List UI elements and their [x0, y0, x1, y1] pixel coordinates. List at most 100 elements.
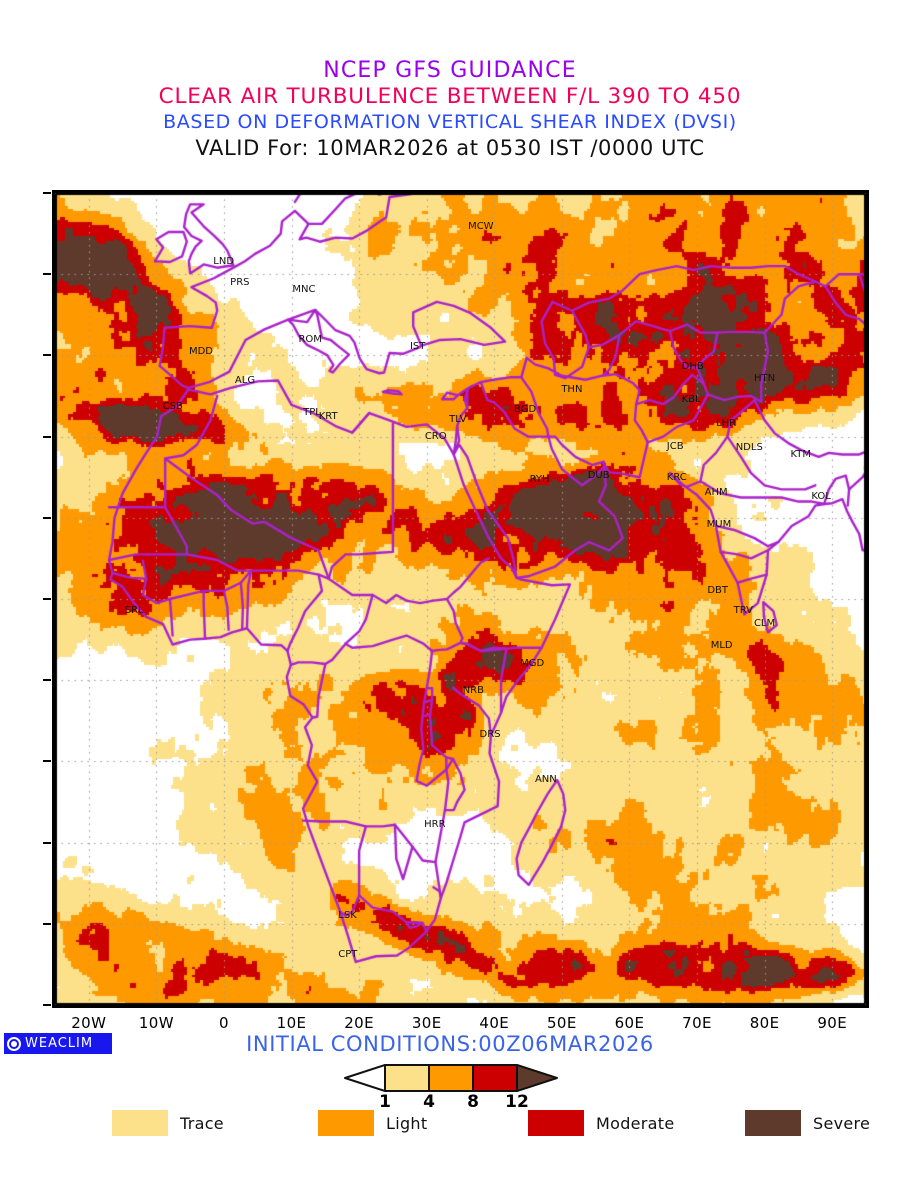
- x-tick-label: 20E: [344, 1014, 375, 1032]
- city-label-dbt: DBT: [707, 584, 728, 596]
- city-label-csb: CSB: [162, 401, 183, 413]
- legend-item-light: Light: [318, 1110, 427, 1136]
- colorbar-cell-2: [473, 1064, 517, 1092]
- y-tick-mark: [43, 841, 51, 844]
- city-label-htn: HTN: [753, 372, 776, 384]
- city-label-dhb: DHB: [681, 360, 704, 372]
- colorbar-cells: [343, 1064, 559, 1092]
- y-tick-mark: [43, 273, 51, 276]
- initial-conditions-label: INITIAL CONDITIONS:00Z06MAR2026: [246, 1032, 654, 1056]
- map-frame: MCW LND PRS MNC ROM MDD IST ALG CSB TPL KRT TLV BGD T…: [52, 190, 869, 1008]
- y-tick-mark: [43, 679, 51, 682]
- city-label-kbl: KBL: [681, 394, 701, 406]
- y-tick-mark: [43, 435, 51, 438]
- city-label-bgd: BGD: [514, 403, 537, 415]
- city-label-ahm: AHM: [704, 487, 728, 499]
- city-label-jcb: JCB: [666, 441, 684, 453]
- weaclim-logo[interactable]: WEACLIM: [4, 1033, 112, 1054]
- city-label-mgd: MGD: [520, 657, 545, 669]
- city-label-ann: ANN: [534, 774, 557, 786]
- city-label-mld: MLD: [710, 640, 733, 652]
- city-label-drs: DRS: [479, 729, 501, 741]
- city-label-rom: ROM: [298, 333, 322, 345]
- weaclim-circle-icon: [7, 1036, 21, 1051]
- x-tick-label: 60E: [614, 1014, 645, 1032]
- y-tick-mark: [43, 922, 51, 925]
- x-tick-label: 10W: [138, 1014, 174, 1032]
- city-label-cro: CRO: [424, 430, 447, 442]
- city-label-lhr: LHR: [716, 418, 737, 430]
- city-label-ktm: KTM: [790, 449, 811, 461]
- weaclim-logo-text: WEACLIM: [25, 1036, 94, 1051]
- city-label-clm: CLM: [753, 618, 776, 630]
- map-plot-area[interactable]: MCW LND PRS MNC ROM MDD IST ALG CSB TPL KRT TLV BGD T…: [52, 190, 869, 1008]
- colorbar-tick-1: 1: [379, 1092, 391, 1112]
- city-label-mdd: MDD: [188, 346, 213, 358]
- city-label-krt: KRT: [318, 411, 338, 423]
- city-label-dub: DUB: [587, 469, 610, 481]
- colorbar-tick-8: 8: [467, 1092, 479, 1112]
- city-label-ndls: NDLS: [735, 441, 763, 453]
- colorbar-ticks: 1 4 8 12: [379, 1092, 529, 1112]
- severity-legend: Trace Light Moderate Severe: [0, 1110, 900, 1140]
- city-label-cpt: CPT: [338, 949, 358, 961]
- colorbar: 1 4 8 12: [343, 1064, 559, 1112]
- x-tick-label: 20W: [71, 1014, 107, 1032]
- colorbar-tick-12: 12: [505, 1092, 529, 1112]
- city-label-mum: MUM: [706, 519, 732, 531]
- x-tick-label: 40E: [479, 1014, 510, 1032]
- city-label-mcw: MCW: [468, 221, 494, 233]
- city-label-tpl: TPL: [303, 407, 321, 419]
- x-tick-label: 80E: [749, 1014, 780, 1032]
- y-tick-mark: [43, 598, 51, 600]
- legend-label: Trace: [180, 1113, 224, 1133]
- legend-swatch: [528, 1110, 584, 1136]
- x-tick-label: 90E: [817, 1014, 848, 1032]
- y-tick-mark: [43, 1004, 51, 1006]
- city-label-nrb: NRB: [462, 684, 484, 696]
- x-tick-label: 10E: [276, 1014, 307, 1032]
- city-label-lsk: LSK: [338, 909, 357, 921]
- colorbar-cap-right: [516, 1064, 559, 1092]
- y-tick-mark: [43, 760, 51, 763]
- city-label-thn: THN: [561, 384, 583, 396]
- colorbar-cell-0: [385, 1064, 429, 1092]
- legend-item-severe: Severe: [745, 1110, 870, 1136]
- legend-label: Severe: [813, 1113, 871, 1133]
- cat-heatmap-canvas: [55, 193, 866, 1005]
- legend-swatch: [745, 1110, 801, 1136]
- y-tick-mark: [43, 192, 51, 194]
- legend-label: Light: [386, 1113, 428, 1133]
- colorbar-tick-4: 4: [423, 1092, 435, 1112]
- city-label-kol: KOL: [811, 490, 831, 502]
- legend-item-trace: Trace: [112, 1110, 224, 1136]
- city-label-mnc: MNC: [292, 283, 316, 295]
- y-tick-mark: [43, 354, 51, 357]
- page-title: NCEP GFS GUIDANCE: [323, 58, 577, 83]
- city-label-lnd: LND: [213, 256, 235, 268]
- city-label-srl: SRL: [124, 605, 144, 617]
- city-label-krc: KRC: [666, 472, 687, 483]
- city-label-tlv: TLV: [449, 413, 467, 425]
- legend-swatch: [318, 1110, 374, 1136]
- subtitle-product: CLEAR AIR TURBULENCE BETWEEN F/L 390 TO …: [158, 84, 742, 109]
- y-tick-mark: [43, 516, 51, 519]
- city-label-alg: ALG: [234, 375, 256, 387]
- city-label-hrr: HRR: [424, 818, 446, 830]
- legend-swatch: [112, 1110, 168, 1136]
- city-label-ist: IST: [409, 341, 426, 353]
- colorbar-cap-left: [343, 1064, 386, 1092]
- x-tick-label: 70E: [682, 1014, 712, 1032]
- subtitle-method: BASED ON DEFORMATION VERTICAL SHEAR INDE…: [163, 111, 737, 133]
- legend-item-moderate: Moderate: [528, 1110, 675, 1136]
- city-label-ryh: RYH: [529, 473, 550, 485]
- colorbar-cell-1: [429, 1064, 473, 1092]
- city-label-prs: PRS: [230, 277, 250, 289]
- chart-title-block: NCEP GFS GUIDANCE CLEAR AIR TURBULENCE B…: [0, 58, 900, 162]
- x-tick-label: 30E: [411, 1014, 442, 1032]
- legend-label: Moderate: [596, 1113, 675, 1133]
- city-label-trv: TRV: [733, 605, 754, 617]
- x-tick-label: 0: [218, 1014, 229, 1032]
- x-tick-label: 50E: [546, 1014, 577, 1032]
- valid-time-label: VALID For: 10MAR2026 at 0530 IST /0000 U…: [195, 136, 705, 160]
